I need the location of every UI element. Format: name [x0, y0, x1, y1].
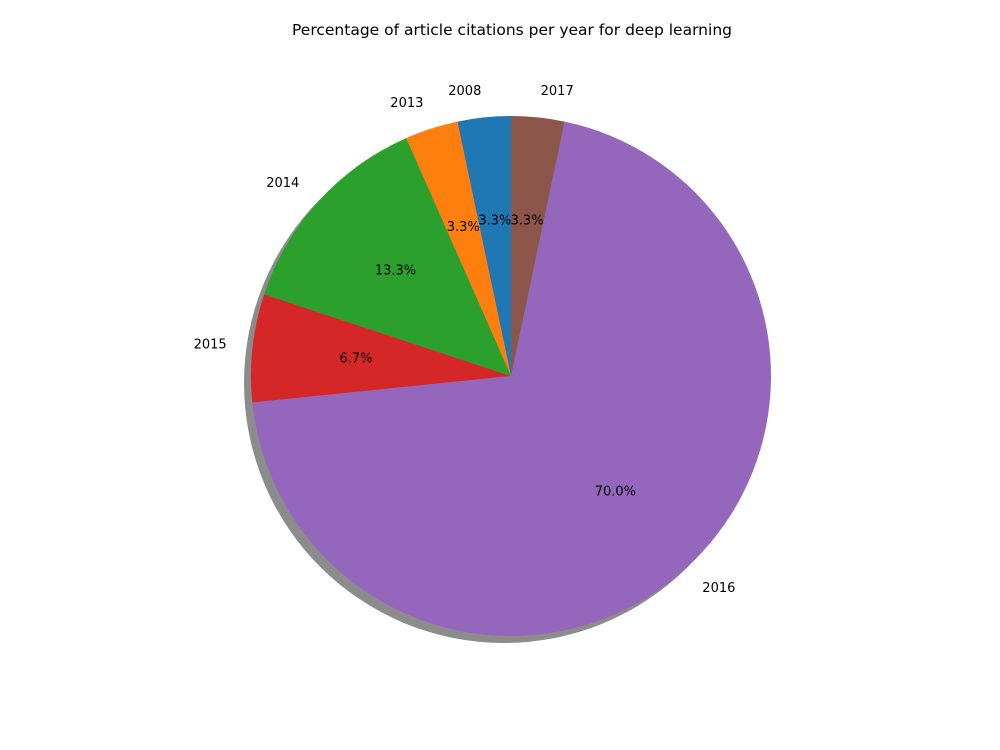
pie-labels: 2008 3.3% 2013 3.3% 2014 13.3% 2015 6.7% 2016 70.… [194, 84, 736, 596]
chart-title: Percentage of article citations per year… [292, 21, 732, 39]
pie-slice-2017 [511, 116, 565, 376]
slice-label-2008: 2008 [448, 84, 481, 99]
pct-label-2017: 3.3% [511, 213, 544, 228]
pct-label-2013: 3.3% [447, 220, 480, 235]
pie-slice-2015 [250, 294, 511, 403]
slice-label-2015: 2015 [194, 338, 227, 353]
slice-label-2017: 2017 [541, 84, 574, 99]
pie-slice-2016 [252, 121, 771, 637]
pie-slice-2014 [264, 138, 511, 376]
pie-slice-2013 [406, 121, 511, 376]
pct-label-2016: 70.0% [595, 484, 636, 499]
pct-label-2014: 13.3% [375, 264, 416, 279]
slice-label-2016: 2016 [702, 581, 735, 596]
pct-label-2008: 3.3% [478, 213, 511, 228]
slice-label-2013: 2013 [390, 96, 423, 111]
pie-slice-2008 [457, 116, 511, 376]
pie-slices [250, 116, 771, 637]
slice-label-2014: 2014 [266, 176, 299, 191]
pct-label-2015: 6.7% [339, 352, 372, 367]
